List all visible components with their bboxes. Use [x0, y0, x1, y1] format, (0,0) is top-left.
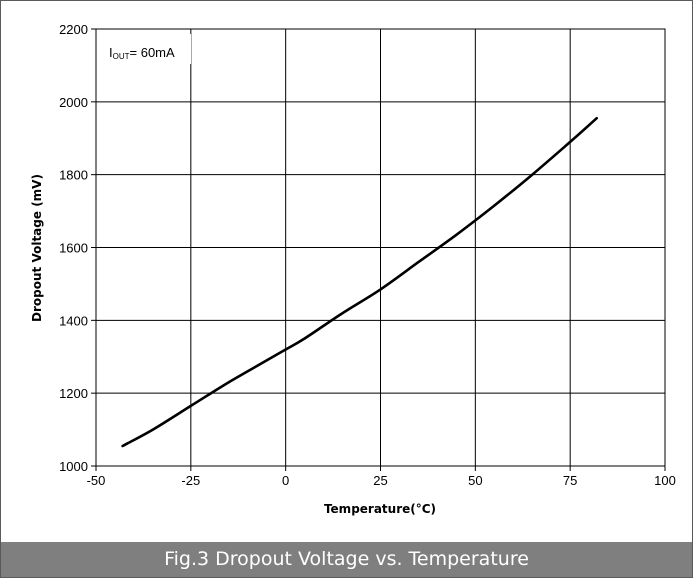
- y-tick-labels: 1000 1200 1400 1600 1800 2000 2200: [59, 22, 88, 474]
- line-chart: -50 -25 0 25 50 75 100 1000 1200 1400 1600 1800 200…: [30, 22, 676, 516]
- x-tick-label: -50: [87, 473, 106, 488]
- y-tick-label: 1800: [59, 168, 88, 183]
- x-tick-label: 25: [373, 473, 387, 488]
- y-tick-label: 1400: [59, 313, 88, 328]
- x-tick-label: 100: [654, 473, 676, 488]
- y-tick-label: 1000: [59, 459, 88, 474]
- current-annotation: IOUT= 60mA: [109, 45, 175, 61]
- y-tick-label: 1200: [59, 386, 88, 401]
- x-axis-label: Temperature(°C): [324, 502, 436, 516]
- y-tick-label: 1600: [59, 241, 88, 256]
- series-layer: [121, 116, 598, 448]
- x-tick-label: 0: [282, 473, 289, 488]
- annotation-subscript: OUT: [113, 52, 130, 61]
- x-tick-label: 75: [563, 473, 577, 488]
- annotation-prefix: I: [109, 45, 113, 60]
- y-axis-label: Dropout Voltage (mV): [30, 174, 44, 322]
- series-line: [121, 116, 598, 448]
- x-tick-label: -25: [181, 473, 200, 488]
- x-tick-label: 50: [468, 473, 482, 488]
- y-tick-label: 2200: [59, 22, 88, 37]
- grid-lines: [91, 28, 666, 471]
- figure-caption: Fig.3 Dropout Voltage vs. Temperature: [1, 542, 692, 577]
- x-tick-labels: -50 -25 0 25 50 75 100: [87, 473, 676, 488]
- y-tick-label: 2000: [59, 95, 88, 110]
- annotation-suffix: = 60mA: [130, 45, 175, 60]
- annotation-background: [101, 34, 191, 64]
